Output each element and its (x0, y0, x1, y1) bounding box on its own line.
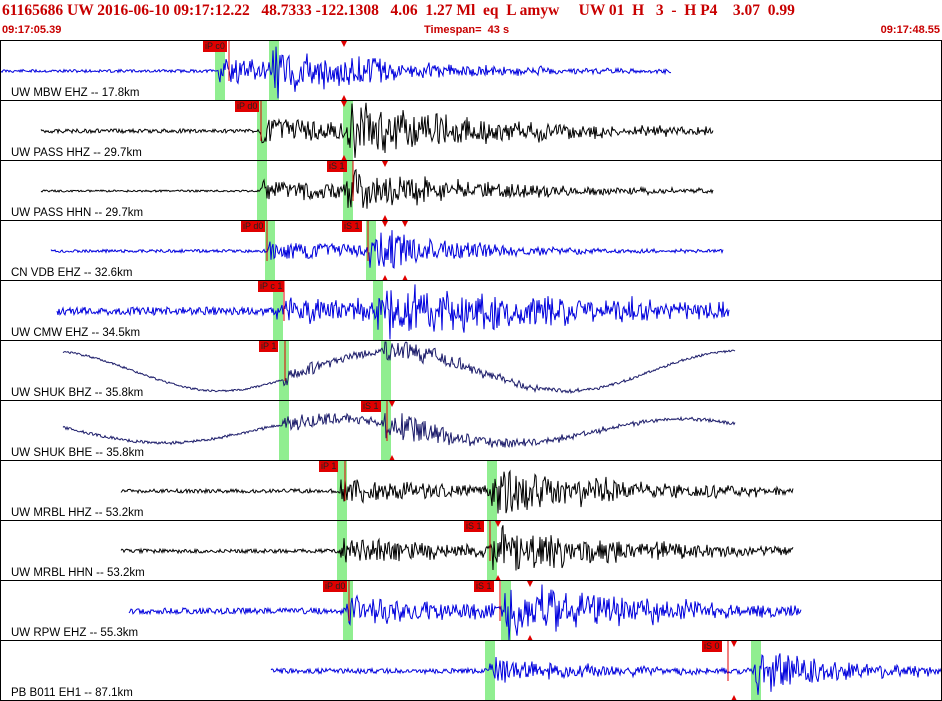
seismic-trace (128, 584, 802, 640)
arrival-marker (402, 221, 408, 227)
start-time: 09:17:05.39 (2, 24, 62, 36)
pick-tag[interactable]: iS 1 (342, 221, 362, 232)
waveform-panel[interactable]: iS 0 PB B011 EH1 -- 87.1km (0, 640, 942, 701)
channel-label: UW MRBL HHN -- 53.2km (11, 567, 145, 579)
arrival-marker (382, 215, 388, 220)
pick-tag[interactable]: iP d0 (241, 221, 266, 232)
waveform-panel[interactable]: iP d0 iS 1 CN VDB EHZ -- 32.6km (0, 220, 942, 280)
arrival-marker (341, 155, 347, 160)
event-header: 61165686 UW 2016-06-10 09:17:12.22 48.73… (0, 0, 942, 40)
pick-tag[interactable]: iP c0 (203, 41, 227, 52)
seismic-trace (120, 525, 794, 571)
seismic-trace (270, 653, 941, 695)
waveform-plot (40, 161, 714, 220)
pick-tag[interactable]: iS 1 (327, 161, 347, 172)
pick-tag[interactable]: iP 1 (319, 461, 339, 472)
arrival-marker (731, 695, 737, 700)
arrival-marker (731, 641, 737, 647)
timespan-label: Timespan= 43 s (424, 24, 510, 36)
pick-tag[interactable]: iP d0 (323, 581, 348, 592)
phase-window (751, 641, 761, 700)
seismic-trace (1, 46, 672, 99)
arrival-marker (389, 401, 395, 407)
waveform-panel[interactable]: iP c 1 UW CMW EHZ -- 34.5km (0, 280, 942, 340)
waveform-plot (120, 521, 794, 580)
channel-label: UW MRBL HHZ -- 53.2km (11, 507, 144, 519)
seismic-trace (40, 102, 714, 158)
channel-label: UW SHUK BHE -- 35.8km (11, 447, 144, 459)
arrival-marker (341, 41, 347, 47)
waveform-plot (270, 641, 941, 700)
channel-label: UW RPW EHZ -- 55.3km (11, 627, 139, 639)
channel-label: UW PASS HHZ -- 29.7km (11, 147, 142, 159)
pick-tag[interactable]: iP 1 (259, 341, 279, 352)
channel-label: UW CMW EHZ -- 34.5km (11, 327, 141, 339)
waveform-plot (56, 281, 730, 340)
phase-window (257, 101, 267, 160)
waveform-panel[interactable]: iP d0 iS 1 UW RPW EHZ -- 55.3km (0, 580, 942, 640)
waveform-plot (128, 581, 802, 640)
waveform-plot (62, 341, 736, 400)
arrival-marker (382, 275, 388, 280)
waveform-plot (1, 41, 672, 100)
arrival-marker (527, 635, 533, 640)
phase-window (215, 41, 225, 100)
phase-window (381, 341, 391, 400)
arrival-marker (389, 455, 395, 460)
pick-tag[interactable]: iS 1 (361, 401, 381, 412)
phase-window (485, 641, 495, 700)
pick-tag[interactable]: iS 0 (702, 641, 722, 652)
waveform-panels[interactable]: iP c0 UW MBW EHZ -- 17.8km iP d0 UW PASS HH… (0, 40, 942, 701)
end-time: 09:17:48.55 (880, 24, 940, 36)
phase-window (279, 401, 289, 460)
waveform-plot (120, 461, 794, 520)
seismic-trace (40, 168, 714, 209)
waveform-panel[interactable]: iP 1 UW SHUK BHZ -- 35.8km (0, 340, 942, 400)
seismic-trace (62, 412, 736, 449)
waveform-panel[interactable]: iP 1 UW MRBL HHZ -- 53.2km (0, 460, 942, 520)
channel-label: UW SHUK BHZ -- 35.8km (11, 387, 144, 399)
waveform-plot (50, 221, 724, 280)
waveform-panel[interactable]: iS 1 UW PASS HHN -- 29.7km (0, 160, 942, 220)
arrival-marker (341, 95, 347, 100)
channel-label: CN VDB EHZ -- 32.6km (11, 267, 133, 279)
arrival-marker (341, 101, 347, 107)
phase-window (279, 341, 289, 400)
phase-window (487, 461, 497, 520)
arrival-marker (402, 275, 408, 280)
phase-window (257, 161, 267, 220)
waveform-panel[interactable]: iS 1 UW SHUK BHE -- 35.8km (0, 400, 942, 460)
seismic-trace (50, 230, 724, 269)
phase-window (343, 161, 353, 220)
channel-label: UW MBW EHZ -- 17.8km (11, 87, 140, 99)
waveform-panel[interactable]: iS 1 UW MRBL HHN -- 53.2km (0, 520, 942, 580)
waveform-plot (62, 401, 736, 460)
phase-window (343, 101, 353, 160)
pick-tag[interactable]: iS 1 (474, 581, 494, 592)
seismic-trace (120, 469, 794, 514)
arrival-marker (495, 521, 501, 527)
arrival-marker (382, 221, 388, 227)
event-title: 61165686 UW 2016-06-10 09:17:12.22 48.73… (2, 2, 795, 19)
arrival-marker (382, 161, 388, 167)
channel-label: PB B011 EH1 -- 87.1km (11, 687, 133, 699)
pick-tag[interactable]: iP d0 (235, 101, 260, 112)
channel-label: UW PASS HHN -- 29.7km (11, 207, 144, 219)
arrival-marker (527, 581, 533, 587)
waveform-panel[interactable]: iP d0 UW PASS HHZ -- 29.7km (0, 100, 942, 160)
waveform-panel[interactable]: iP c0 UW MBW EHZ -- 17.8km (0, 40, 942, 100)
pick-tag[interactable]: iS 1 (464, 521, 484, 532)
seismic-trace (62, 341, 736, 394)
arrival-marker (495, 575, 501, 580)
waveform-plot (40, 101, 714, 160)
pick-tag[interactable]: iP c 1 (258, 281, 285, 292)
phase-window (373, 281, 383, 340)
seismic-trace (56, 284, 730, 340)
